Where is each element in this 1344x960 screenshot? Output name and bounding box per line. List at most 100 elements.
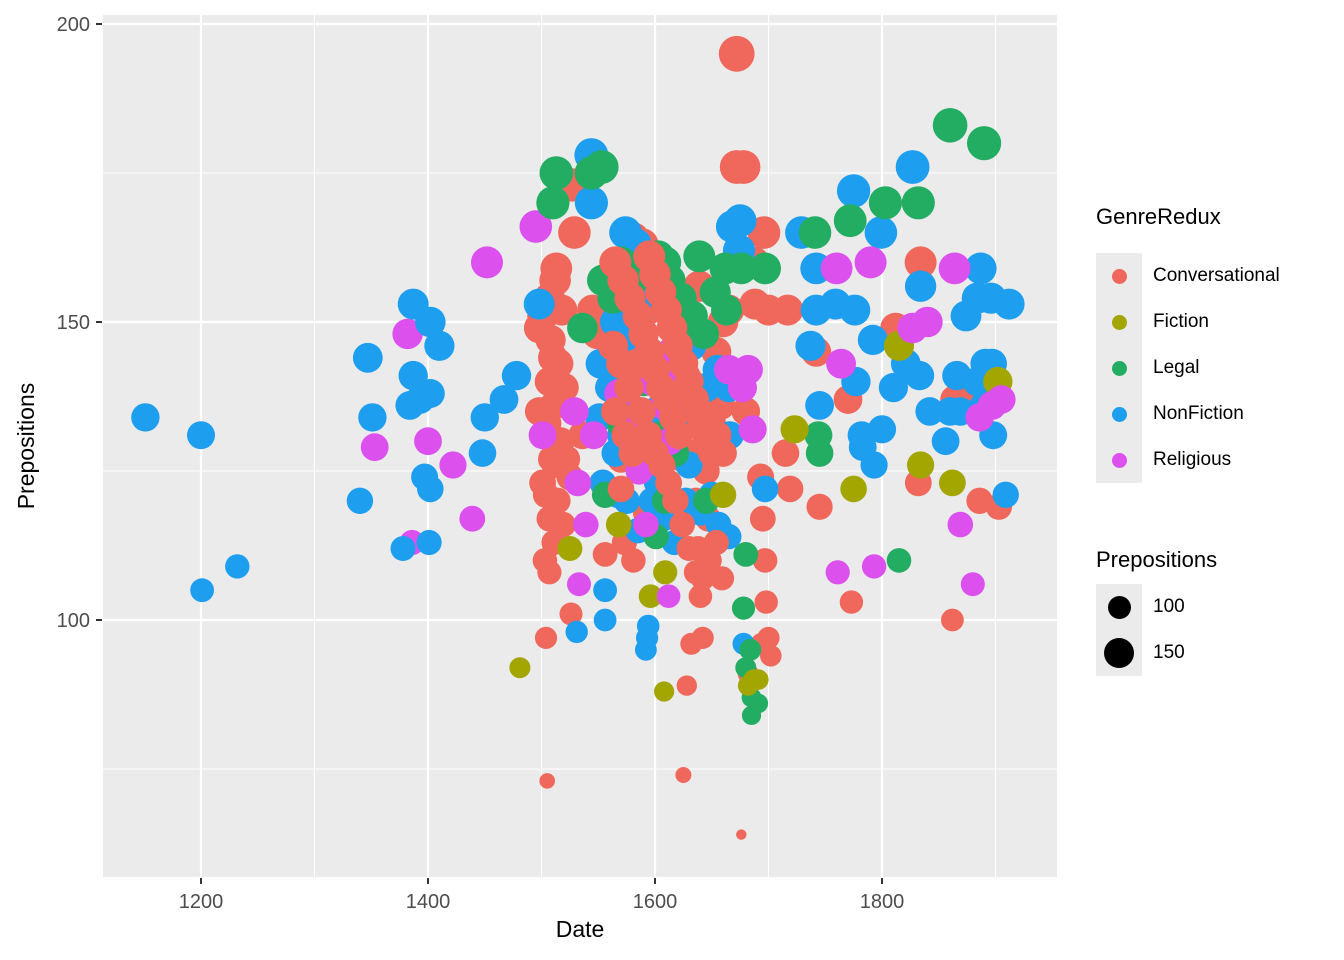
data-point[interactable]: [833, 204, 867, 238]
data-point[interactable]: [537, 560, 562, 585]
data-point[interactable]: [131, 403, 160, 432]
data-point[interactable]: [860, 451, 888, 479]
data-point[interactable]: [471, 246, 503, 279]
data-point[interactable]: [725, 252, 758, 285]
data-point[interactable]: [489, 385, 519, 414]
data-point[interactable]: [675, 767, 692, 783]
data-point[interactable]: [638, 584, 663, 608]
data-point[interactable]: [776, 475, 804, 503]
data-point[interactable]: [654, 681, 675, 702]
data-point[interactable]: [662, 487, 689, 514]
data-point[interactable]: [567, 572, 591, 597]
data-point[interactable]: [593, 578, 617, 603]
data-point[interactable]: [907, 451, 935, 479]
data-point[interactable]: [614, 373, 644, 403]
data-point[interactable]: [739, 638, 762, 661]
data-point[interactable]: [965, 403, 994, 432]
data-point[interactable]: [358, 403, 387, 432]
data-point[interactable]: [986, 385, 1016, 414]
data-point[interactable]: [749, 505, 776, 532]
data-point[interactable]: [941, 608, 964, 632]
data-point[interactable]: [584, 150, 619, 184]
data-point[interactable]: [501, 360, 532, 391]
data-point[interactable]: [752, 548, 778, 573]
data-point[interactable]: [439, 451, 467, 479]
data-point[interactable]: [558, 216, 591, 249]
data-point[interactable]: [780, 415, 809, 444]
data-point[interactable]: [417, 475, 444, 503]
data-point[interactable]: [825, 560, 850, 585]
data-point[interactable]: [736, 829, 747, 840]
data-point[interactable]: [772, 294, 804, 326]
data-point[interactable]: [718, 35, 755, 72]
data-point[interactable]: [751, 475, 779, 503]
data-point[interactable]: [688, 584, 713, 608]
data-point[interactable]: [733, 542, 759, 567]
data-point[interactable]: [691, 626, 714, 650]
data-point[interactable]: [636, 614, 660, 638]
data-point[interactable]: [749, 252, 781, 285]
data-point[interactable]: [738, 415, 767, 444]
data-point[interactable]: [574, 186, 609, 220]
data-point[interactable]: [470, 403, 499, 432]
data-point[interactable]: [993, 288, 1025, 320]
data-point[interactable]: [950, 300, 982, 332]
data-point[interactable]: [709, 566, 735, 591]
data-point[interactable]: [938, 252, 971, 285]
data-point[interactable]: [360, 433, 389, 462]
data-point[interactable]: [415, 306, 446, 338]
data-point[interactable]: [798, 216, 832, 249]
data-point[interactable]: [939, 469, 966, 497]
data-point[interactable]: [536, 505, 563, 532]
data-point[interactable]: [688, 318, 719, 350]
data-point[interactable]: [669, 511, 695, 538]
data-point[interactable]: [605, 511, 632, 538]
data-point[interactable]: [573, 511, 599, 538]
data-point[interactable]: [536, 186, 570, 220]
data-point[interactable]: [795, 330, 826, 361]
data-point[interactable]: [416, 529, 442, 556]
data-point[interactable]: [868, 186, 903, 220]
data-point[interactable]: [415, 379, 445, 408]
data-point[interactable]: [904, 360, 935, 391]
data-point[interactable]: [653, 560, 678, 585]
data-point[interactable]: [723, 204, 757, 238]
data-point[interactable]: [867, 415, 897, 444]
data-point[interactable]: [915, 397, 944, 426]
data-point[interactable]: [468, 439, 497, 467]
data-point[interactable]: [392, 318, 423, 350]
data-point[interactable]: [878, 373, 909, 403]
data-point[interactable]: [190, 578, 215, 603]
data-point[interactable]: [225, 554, 250, 579]
data-point[interactable]: [618, 439, 647, 467]
data-point[interactable]: [633, 240, 666, 273]
data-point[interactable]: [592, 542, 618, 567]
data-point[interactable]: [543, 348, 574, 379]
data-point[interactable]: [839, 294, 871, 326]
data-point[interactable]: [960, 572, 985, 597]
data-point[interactable]: [656, 584, 681, 608]
data-point[interactable]: [840, 475, 867, 503]
data-point[interactable]: [714, 354, 744, 385]
data-point[interactable]: [931, 427, 960, 456]
data-point[interactable]: [627, 397, 656, 426]
data-point[interactable]: [414, 427, 442, 456]
data-point[interactable]: [559, 602, 583, 626]
data-point[interactable]: [748, 669, 769, 690]
data-point[interactable]: [839, 590, 864, 614]
data-point[interactable]: [864, 216, 898, 249]
data-point[interactable]: [524, 397, 554, 426]
data-point[interactable]: [633, 511, 659, 538]
data-point[interactable]: [509, 657, 531, 679]
data-point[interactable]: [593, 608, 617, 632]
data-point[interactable]: [187, 421, 215, 450]
data-point[interactable]: [539, 264, 571, 297]
data-point[interactable]: [683, 240, 716, 273]
data-point[interactable]: [731, 596, 756, 620]
data-point[interactable]: [992, 481, 1019, 508]
data-point[interactable]: [459, 505, 486, 532]
data-point[interactable]: [947, 511, 974, 538]
data-point[interactable]: [564, 469, 592, 497]
data-point[interactable]: [676, 675, 697, 696]
data-point[interactable]: [534, 626, 558, 650]
